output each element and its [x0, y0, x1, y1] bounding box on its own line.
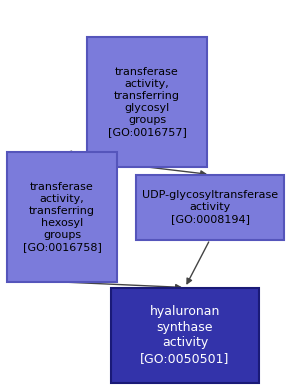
Text: UDP-glycosyltransferase
activity
[GO:0008194]: UDP-glycosyltransferase activity [GO:000… — [142, 190, 278, 224]
FancyBboxPatch shape — [111, 287, 259, 383]
Text: hyaluronan
synthase
activity
[GO:0050501]: hyaluronan synthase activity [GO:0050501… — [140, 305, 230, 365]
Text: transferase
activity,
transferring
hexosyl
groups
[GO:0016758]: transferase activity, transferring hexos… — [23, 182, 101, 252]
FancyBboxPatch shape — [7, 152, 117, 282]
Text: transferase
activity,
transferring
glycosyl
groups
[GO:0016757]: transferase activity, transferring glyco… — [108, 67, 186, 137]
FancyBboxPatch shape — [136, 174, 284, 240]
FancyBboxPatch shape — [87, 37, 207, 167]
